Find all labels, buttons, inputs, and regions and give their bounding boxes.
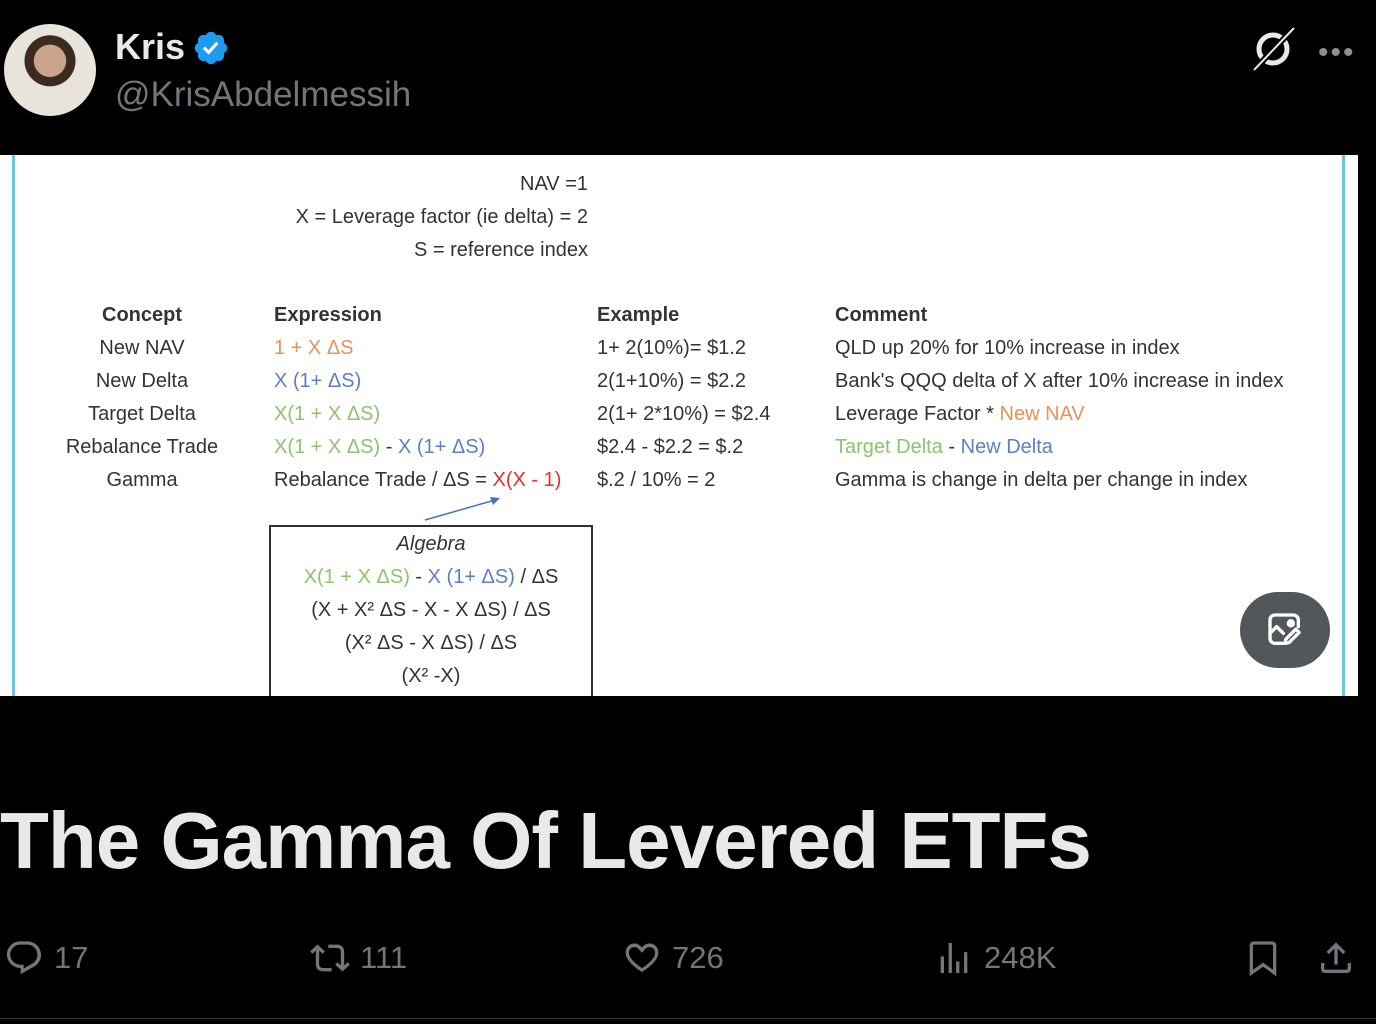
repost-count: 111 (360, 940, 408, 975)
row-comment: Target Delta - New Delta (835, 436, 1053, 459)
author-handle[interactable]: @KrisAbdelmessih (115, 75, 412, 114)
row-concept: New NAV (99, 337, 185, 359)
author-name[interactable]: Kris (115, 26, 186, 67)
image-left-border (12, 155, 15, 696)
algebra-box: Algebra X(1 + X ΔS) - X (1+ ΔS) / ΔS (X … (269, 525, 593, 696)
repost-button[interactable]: 111 (310, 938, 407, 978)
view-count: 248K (984, 940, 1057, 975)
row-example: 1+ 2(10%)= $1.2 (597, 337, 746, 359)
definition-x: X = Leverage factor (ie delta) = 2 (295, 206, 588, 228)
text-segment: / ΔS (514, 566, 559, 588)
views-button[interactable]: 248K (934, 938, 1056, 978)
share-icon (1321, 942, 1351, 973)
reply-count: 17 (54, 940, 89, 975)
row-concept: Rebalance Trade (65, 436, 219, 458)
row-example: $2.4 - $2.2 = $.2 (597, 436, 744, 458)
text-segment: Target Delta (835, 436, 943, 458)
row-expression: X (1+ ΔS) (274, 370, 361, 393)
header-comment: Comment (835, 304, 928, 326)
text-segment: X (1+ ΔS) (397, 436, 486, 458)
arrow-icon (424, 497, 500, 521)
text-segment: - (942, 436, 961, 458)
text-segment: 1 + X ΔS (274, 337, 354, 359)
more-icon[interactable]: ••• (1318, 36, 1356, 69)
row-expression: Rebalance Trade / ΔS = X(X - 1) (274, 469, 561, 492)
text-segment: - (380, 436, 398, 458)
header-example: Example (597, 304, 680, 326)
post-image[interactable]: NAV =1 X = Leverage factor (ie delta) = … (0, 155, 1358, 696)
like-button[interactable]: 726 (622, 938, 724, 978)
row-concept: New Delta (95, 370, 189, 392)
views-chart-icon (940, 943, 968, 973)
row-comment: Gamma is change in delta per change in i… (835, 469, 1247, 492)
reply-button[interactable]: 17 (4, 938, 88, 978)
algebra-line-1: X(1 + X ΔS) - X (1+ ΔS) / ΔS (271, 566, 591, 589)
bookmark-button[interactable] (1243, 938, 1283, 978)
share-button[interactable] (1316, 938, 1356, 978)
text-segment: New NAV (999, 403, 1085, 425)
text-segment: New Delta (960, 436, 1053, 458)
text-segment: Bank's QQQ delta of X after 10% increase… (835, 370, 1284, 392)
header-concept: Concept (102, 304, 182, 326)
text-segment: X (1+ ΔS) (427, 566, 515, 588)
grok-icon[interactable] (1250, 26, 1296, 72)
row-concept: Target Delta (88, 403, 196, 425)
divider (0, 1018, 1376, 1019)
text-segment: Leverage Factor * (835, 403, 1000, 425)
text-segment: X(1 + X ΔS) (303, 566, 410, 588)
repost-icon (310, 944, 350, 972)
heart-icon (625, 943, 659, 972)
row-expression: 1 + X ΔS (274, 337, 354, 360)
row-comment: Bank's QQQ delta of X after 10% increase… (835, 370, 1284, 393)
image-right-border (1342, 155, 1345, 696)
row-example: 2(1+ 2*10%) = $2.4 (597, 403, 771, 425)
row-example: $.2 / 10% = 2 (597, 469, 716, 491)
row-comment: Leverage Factor * New NAV (835, 403, 1085, 426)
text-segment: Rebalance Trade / ΔS = (274, 469, 493, 491)
algebra-line-3: (X² ΔS - X ΔS) / ΔS (344, 632, 518, 654)
definition-s: S = reference index (414, 239, 588, 261)
definition-nav: NAV =1 (520, 173, 588, 195)
like-count: 726 (672, 940, 724, 975)
row-expression: X(1 + X ΔS) (274, 403, 380, 426)
avatar[interactable] (4, 24, 96, 116)
algebra-title: Algebra (396, 533, 466, 555)
algebra-line-2: (X + X² ΔS - X - X ΔS) / ΔS (311, 599, 551, 621)
row-concept: Gamma (106, 469, 178, 491)
image-edit-icon (1268, 613, 1301, 645)
verified-badge-icon (194, 31, 228, 65)
text-segment: X (1+ ΔS) (274, 370, 362, 392)
row-expression: X(1 + X ΔS) - X (1+ ΔS) (274, 436, 485, 459)
reply-icon (6, 941, 42, 975)
header-expression: Expression (274, 304, 382, 326)
article-title[interactable]: The Gamma Of Levered ETFs (0, 796, 1092, 885)
row-comment: QLD up 20% for 10% increase in index (835, 337, 1180, 360)
text-segment: QLD up 20% for 10% increase in index (835, 337, 1180, 359)
algebra-line-4: (X² -X) (401, 665, 461, 687)
text-segment: X(X - 1) (492, 469, 562, 491)
bookmark-icon (1249, 941, 1277, 977)
edit-image-button[interactable] (1240, 592, 1330, 668)
text-segment: X(1 + X ΔS) (274, 403, 381, 425)
text-segment: Gamma is change in delta per change in i… (835, 469, 1248, 491)
text-segment: - (409, 566, 428, 588)
row-example: 2(1+10%) = $2.2 (597, 370, 746, 392)
text-segment: X(1 + X ΔS) (274, 436, 381, 458)
